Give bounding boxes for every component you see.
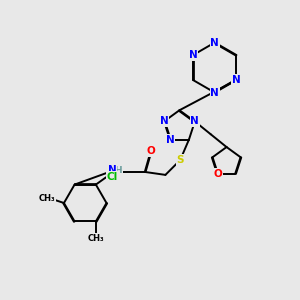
Text: CH₃: CH₃: [88, 234, 104, 243]
Text: CH₃: CH₃: [39, 194, 56, 203]
Text: N: N: [210, 38, 219, 47]
Text: O: O: [146, 146, 155, 156]
Text: N: N: [189, 50, 197, 60]
Text: O: O: [214, 169, 222, 179]
Text: N: N: [210, 88, 219, 98]
Text: N: N: [232, 75, 241, 85]
Text: N: N: [190, 116, 199, 126]
Text: N: N: [166, 134, 174, 145]
Text: Cl: Cl: [106, 172, 118, 182]
Text: H: H: [115, 166, 122, 175]
Text: N: N: [160, 116, 168, 126]
Text: N: N: [108, 166, 117, 176]
Text: S: S: [176, 155, 184, 165]
